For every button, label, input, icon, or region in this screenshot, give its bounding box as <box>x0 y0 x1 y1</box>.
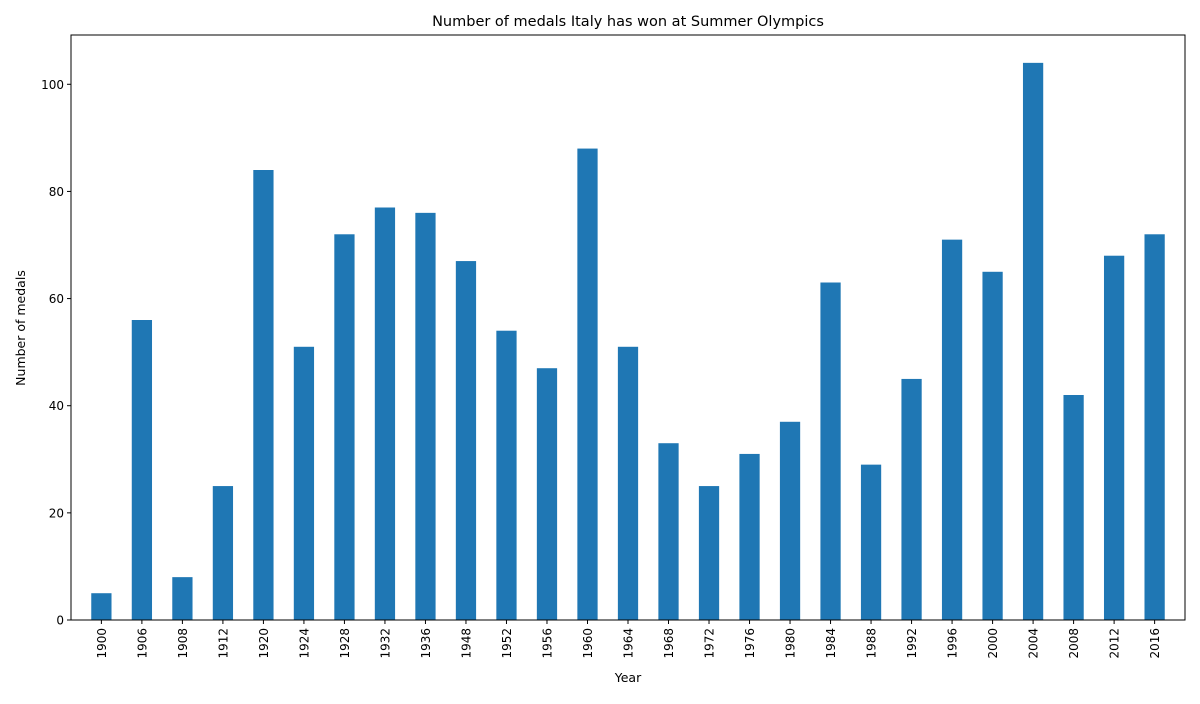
bar-2000 <box>982 271 1003 620</box>
bar-1932 <box>374 207 396 620</box>
x-tick-label: 1968 <box>662 628 676 659</box>
x-axis: 1900 1906 1908 1912 1920 1924 1928 1932 1936 1948… <box>95 620 1162 659</box>
bar-1968 <box>658 443 679 620</box>
bar-1996 <box>941 239 963 620</box>
bar-1956 <box>536 368 558 620</box>
x-axis-label: Year <box>614 670 642 685</box>
x-tick-label: 1936 <box>419 628 433 659</box>
x-tick-label: 1984 <box>824 628 838 659</box>
x-tick-label: 1952 <box>500 628 514 659</box>
bars-group <box>91 62 1165 621</box>
x-tick-label: 1912 <box>216 628 230 659</box>
x-tick-label: 1920 <box>257 628 271 659</box>
x-tick-label: 2012 <box>1108 628 1122 659</box>
y-axis-label: Number of medals <box>13 270 28 386</box>
bar-1992 <box>901 378 922 620</box>
bar-1912 <box>212 486 234 620</box>
plot-frame <box>70 34 1186 621</box>
bar-1900 <box>91 593 112 620</box>
bar-1984 <box>820 282 841 620</box>
y-tick-label: 20 <box>49 506 64 520</box>
x-tick-label: 1924 <box>297 628 311 659</box>
x-tick-label: 1928 <box>338 628 352 659</box>
bar-1906 <box>131 320 153 620</box>
bar-2016 <box>1144 234 1165 621</box>
bar-1988 <box>860 464 882 620</box>
bar-1948 <box>455 261 477 620</box>
bar-1928 <box>334 234 355 621</box>
bar-1936 <box>415 212 436 620</box>
bar-1952 <box>496 330 517 620</box>
bar-1920 <box>253 170 274 620</box>
bar-1908 <box>172 577 193 620</box>
bar-1960 <box>577 148 598 621</box>
y-tick-label: 40 <box>49 399 64 413</box>
x-tick-label: 1932 <box>378 628 392 659</box>
y-tick-label: 60 <box>49 292 64 306</box>
y-tick-label: 0 <box>56 614 64 628</box>
x-tick-label: 1992 <box>905 628 919 659</box>
x-tick-label: 1976 <box>743 628 757 659</box>
x-tick-label: 1900 <box>95 628 109 659</box>
x-tick-label: 1996 <box>946 628 960 659</box>
bar-2004 <box>1022 62 1044 621</box>
x-tick-label: 1906 <box>135 628 149 659</box>
x-tick-label: 2016 <box>1148 628 1162 659</box>
x-tick-label: 2004 <box>1027 628 1041 659</box>
x-tick-label: 1988 <box>865 628 879 659</box>
bar-2008 <box>1063 395 1084 620</box>
bar-1964 <box>617 346 639 620</box>
x-tick-label: 2008 <box>1067 628 1081 659</box>
chart-title: Number of medals Italy has won at Summer… <box>432 14 824 30</box>
bar-1972 <box>698 486 720 620</box>
x-tick-label: 1964 <box>622 628 636 659</box>
x-tick-label: 1972 <box>703 628 717 659</box>
y-axis: 0 20 40 60 80 100 <box>41 78 71 628</box>
x-tick-label: 1948 <box>459 628 473 659</box>
bar-2012 <box>1103 255 1125 620</box>
y-tick-label: 100 <box>41 78 64 92</box>
x-tick-label: 2000 <box>986 628 1000 659</box>
bar-1924 <box>293 346 315 620</box>
bar-1980 <box>779 421 801 620</box>
x-tick-label: 1980 <box>784 628 798 659</box>
x-tick-label: 1960 <box>581 628 595 659</box>
bar-1976 <box>739 453 760 620</box>
y-tick-label: 80 <box>49 185 64 199</box>
x-tick-label: 1956 <box>540 628 554 659</box>
x-tick-label: 1908 <box>176 628 190 659</box>
